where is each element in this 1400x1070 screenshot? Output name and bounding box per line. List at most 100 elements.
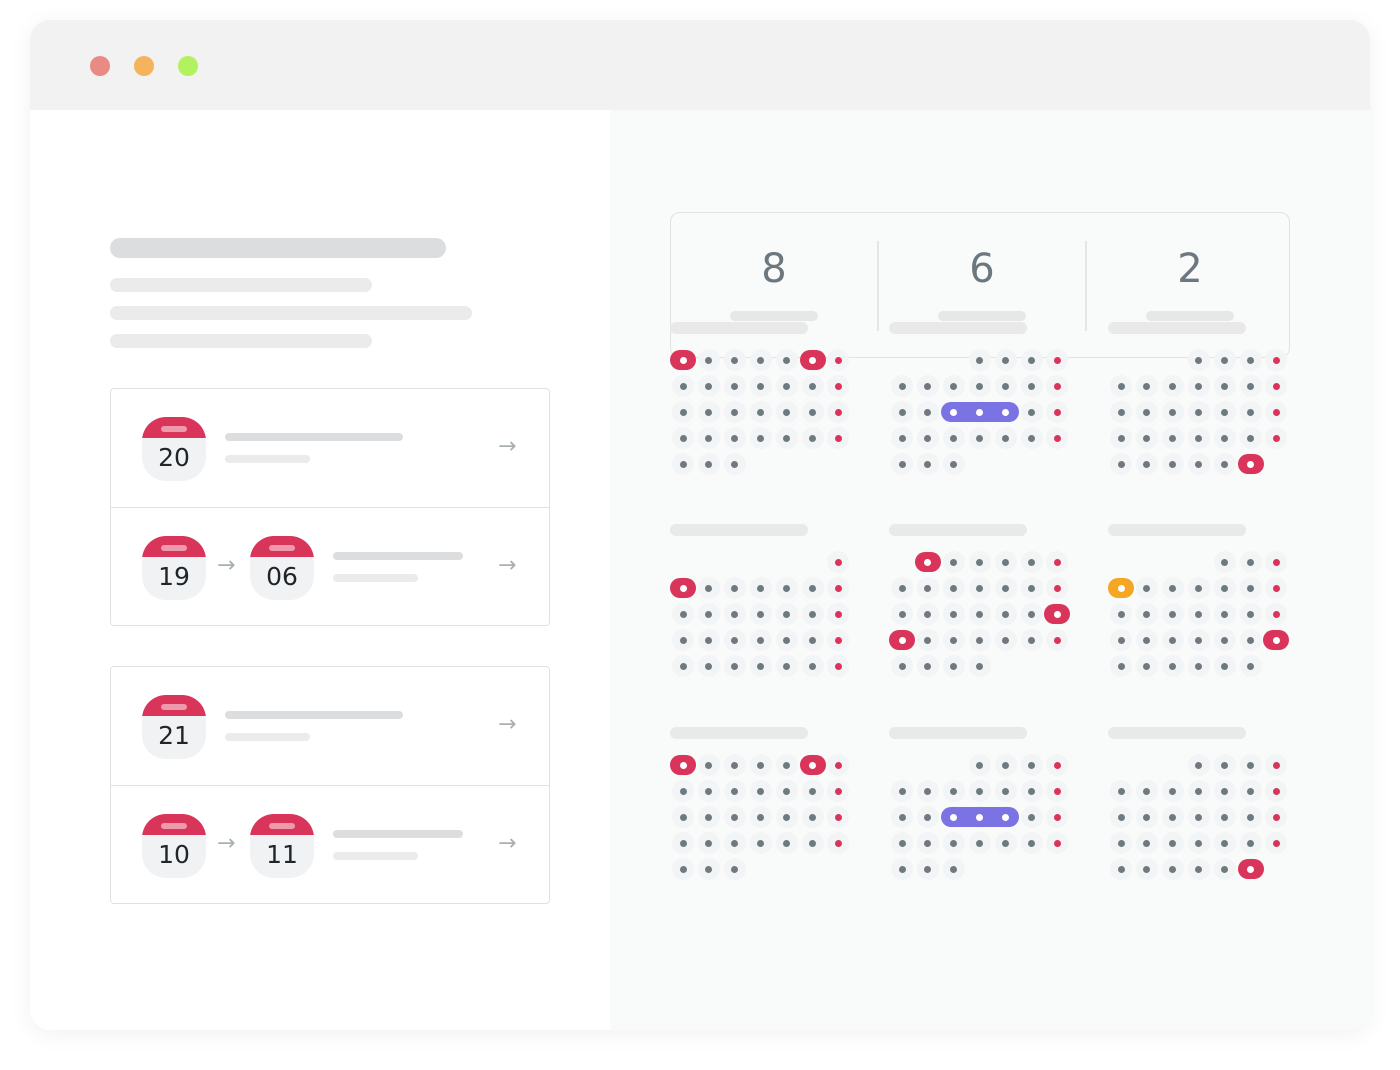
month-title-placeholder bbox=[1108, 727, 1246, 739]
weekend-day-dot bbox=[1272, 434, 1280, 442]
day-dot bbox=[976, 787, 984, 795]
day-dot bbox=[1195, 434, 1203, 442]
day-dot bbox=[1117, 408, 1125, 416]
day-dot bbox=[924, 460, 932, 468]
weekend-day-dot bbox=[834, 787, 842, 795]
day-dot bbox=[705, 636, 713, 644]
day-dot bbox=[809, 813, 816, 821]
day-dot bbox=[950, 787, 958, 795]
day-dot bbox=[783, 610, 791, 618]
day-dot bbox=[1002, 839, 1010, 847]
month-title-placeholder bbox=[670, 727, 808, 739]
subtitle-placeholder bbox=[333, 574, 418, 582]
arrow-right-icon: → bbox=[217, 553, 236, 578]
marked-day-dot bbox=[679, 761, 687, 769]
event-row[interactable]: 20 → bbox=[111, 389, 549, 507]
day-dot bbox=[783, 839, 791, 847]
arrow-right-icon[interactable]: → bbox=[498, 434, 517, 459]
event-row[interactable]: 21 → bbox=[111, 667, 549, 785]
day-dot bbox=[1169, 787, 1177, 795]
month-calendar bbox=[670, 524, 860, 684]
day-dot bbox=[1221, 761, 1229, 769]
day-dot bbox=[757, 761, 765, 769]
day-dot bbox=[731, 434, 739, 442]
subtitle-placeholder bbox=[333, 852, 418, 860]
month-title-placeholder bbox=[670, 524, 808, 536]
weekend-day-dot bbox=[1053, 636, 1061, 644]
weekend-day-dot bbox=[1272, 787, 1280, 795]
day-dot bbox=[1169, 610, 1177, 618]
day-dot bbox=[679, 662, 687, 670]
day-dot bbox=[1221, 382, 1229, 390]
day-dot bbox=[809, 408, 816, 416]
day-dot bbox=[731, 584, 739, 592]
weekend-day-dot bbox=[1053, 761, 1061, 769]
day-dot bbox=[950, 584, 958, 592]
day-dot bbox=[783, 434, 791, 442]
weekend-day-dot bbox=[1053, 584, 1061, 592]
day-dot bbox=[757, 610, 765, 618]
event-group-card: 20 → 19 → 06 → bbox=[110, 388, 550, 626]
day-dot bbox=[1247, 839, 1254, 847]
day-dot bbox=[705, 408, 713, 416]
day-dot bbox=[976, 434, 984, 442]
day-dot bbox=[1143, 434, 1151, 442]
title-placeholder bbox=[333, 552, 463, 560]
divider bbox=[1085, 241, 1087, 331]
day-dot bbox=[1221, 662, 1229, 670]
day-dot bbox=[757, 408, 765, 416]
day-dot bbox=[976, 761, 984, 769]
day-dot bbox=[950, 382, 958, 390]
event-row[interactable]: 10 → 11 → bbox=[111, 785, 549, 904]
month-calendar bbox=[1108, 727, 1298, 887]
date-number: 21 bbox=[158, 721, 190, 750]
weekend-day-dot bbox=[1053, 408, 1061, 416]
stat-item: 2 bbox=[1087, 213, 1293, 357]
day-dot bbox=[1247, 434, 1254, 442]
day-dot bbox=[1169, 865, 1177, 873]
stat-item: 6 bbox=[879, 213, 1085, 357]
close-button[interactable] bbox=[90, 56, 110, 76]
day-dot bbox=[898, 610, 906, 618]
day-dot bbox=[757, 584, 765, 592]
day-dot bbox=[1221, 558, 1229, 566]
day-dot bbox=[898, 813, 906, 821]
right-panel: 8 6 2 bbox=[610, 110, 1370, 1030]
marked-day-dot bbox=[1272, 636, 1280, 644]
minimize-button[interactable] bbox=[134, 56, 154, 76]
day-dot bbox=[1169, 460, 1177, 468]
stat-value: 2 bbox=[1177, 246, 1203, 292]
day-dot bbox=[809, 787, 816, 795]
day-dot bbox=[705, 584, 713, 592]
day-dot bbox=[783, 382, 791, 390]
day-dot bbox=[679, 787, 687, 795]
day-dot bbox=[705, 839, 713, 847]
maximize-button[interactable] bbox=[178, 56, 198, 76]
day-dot bbox=[757, 839, 765, 847]
day-dot bbox=[1143, 636, 1151, 644]
day-dot bbox=[705, 460, 713, 468]
arrow-right-icon[interactable]: → bbox=[498, 712, 517, 737]
arrow-right-icon[interactable]: → bbox=[498, 553, 517, 578]
day-dot bbox=[757, 356, 765, 364]
day-dot bbox=[1195, 662, 1203, 670]
day-dot bbox=[783, 584, 791, 592]
marked-day-dot bbox=[1247, 460, 1254, 468]
day-dot bbox=[1169, 584, 1177, 592]
day-dot bbox=[679, 865, 687, 873]
day-dot bbox=[1002, 761, 1010, 769]
day-dot bbox=[950, 460, 958, 468]
day-dot bbox=[1002, 610, 1010, 618]
day-dot bbox=[1247, 636, 1254, 644]
event-row[interactable]: 19 → 06 → bbox=[111, 507, 549, 626]
day-dot bbox=[924, 813, 932, 821]
weekend-day-dot bbox=[1053, 382, 1061, 390]
weekend-day-dot bbox=[1272, 356, 1280, 364]
day-dot bbox=[1169, 434, 1177, 442]
day-dot bbox=[731, 408, 739, 416]
day-dot bbox=[950, 662, 958, 670]
day-dot bbox=[783, 408, 791, 416]
day-dot bbox=[1169, 813, 1177, 821]
arrow-right-icon[interactable]: → bbox=[498, 831, 517, 856]
marked-day-dot bbox=[1002, 408, 1010, 416]
